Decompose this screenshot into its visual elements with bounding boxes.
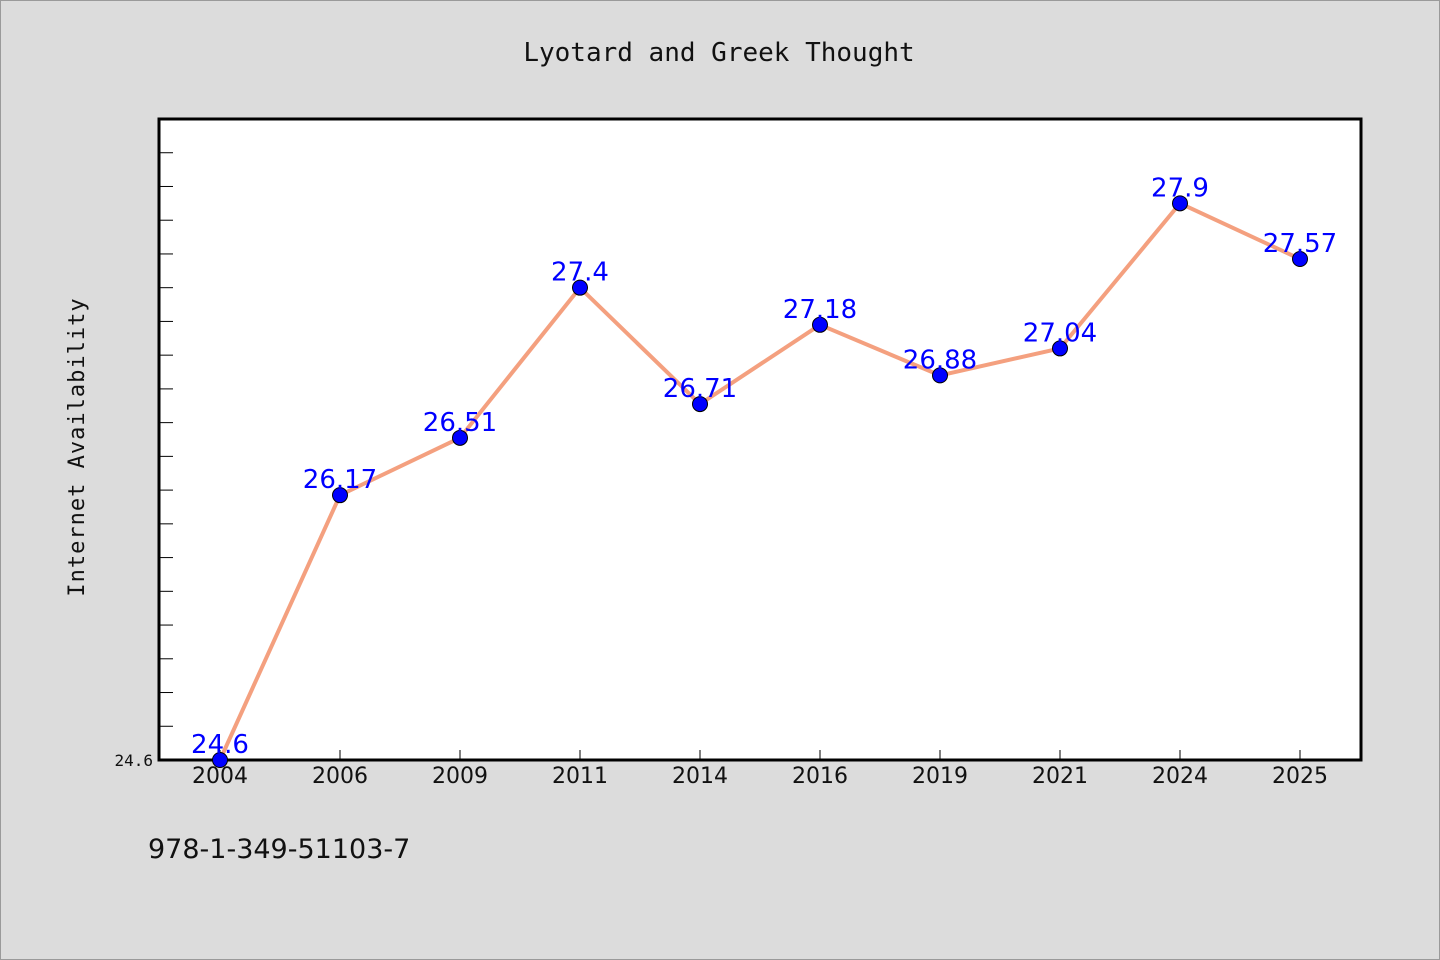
data-label: 26.17	[303, 465, 377, 495]
data-point	[452, 429, 468, 446]
data-point	[932, 367, 948, 384]
x-tick-label: 2019	[912, 764, 968, 789]
data-point	[812, 316, 828, 333]
y-tick-labels: 24.6	[114, 751, 153, 770]
x-tick-label: 2024	[1152, 764, 1208, 789]
data-label: 26.88	[903, 345, 977, 375]
x-tick-label: 2006	[312, 764, 368, 789]
data-label: 27.9	[1151, 173, 1209, 203]
chart-title: Lyotard and Greek Thought	[523, 38, 914, 68]
data-label: 27.4	[551, 258, 609, 288]
x-tick-label: 2014	[672, 764, 728, 789]
x-tick-label: 2009	[432, 764, 488, 789]
data-point	[692, 396, 708, 413]
data-label: 27.57	[1263, 229, 1337, 259]
plot-area	[157, 117, 1363, 762]
x-tick-labels: 2004 2006 2009 2011 2014 2016 2019 2021 2024 2025	[192, 750, 1328, 789]
series-line-group	[218, 201, 1302, 762]
data-point	[1292, 251, 1308, 268]
y-tick-marks	[159, 118, 173, 761]
data-label: 24.6	[191, 730, 249, 760]
data-label: 27.18	[783, 295, 857, 325]
x-tick-label: 2004	[192, 764, 248, 789]
isbn-text: 978-1-349-51103-7	[148, 834, 411, 865]
x-tick-label: 2011	[552, 764, 608, 789]
y-axis-label: Internet Availability	[65, 297, 90, 596]
data-label: 26.51	[423, 408, 497, 438]
data-labels: 24.6 26.17 26.51 27.4 26.71 27.18 26.88 27.04 27…	[191, 173, 1337, 760]
data-point	[572, 279, 588, 296]
data-point	[1052, 340, 1068, 357]
x-tick-label: 2021	[1032, 764, 1088, 789]
y-tick-label: 24.6	[114, 751, 153, 770]
data-point	[332, 487, 348, 504]
x-tick-label: 2025	[1272, 764, 1328, 789]
x-tick-label: 2016	[792, 764, 848, 789]
series-line	[218, 201, 1302, 762]
data-point	[1172, 195, 1188, 212]
series-markers	[212, 195, 1308, 768]
data-point	[212, 752, 228, 768]
data-label: 27.04	[1023, 318, 1097, 348]
data-label: 26.71	[663, 374, 737, 404]
